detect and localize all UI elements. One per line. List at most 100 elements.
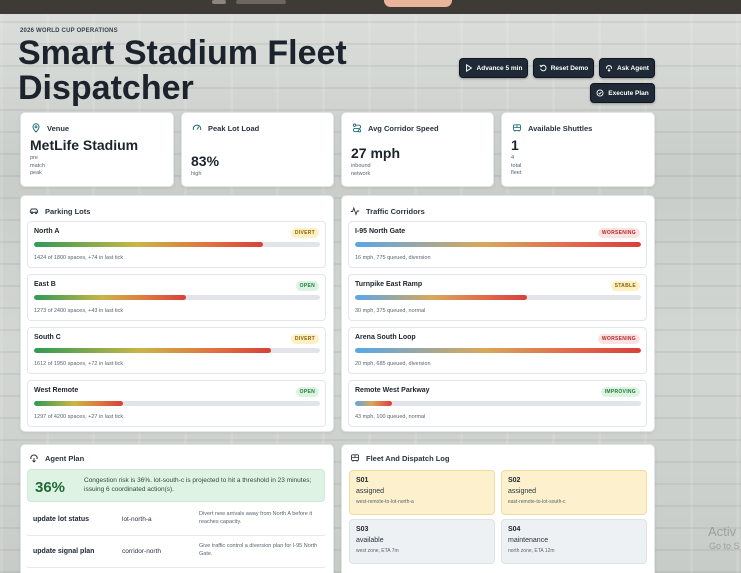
status-badge: IMPROVING (600, 387, 640, 397)
advance-label: Advance 5 min (476, 64, 523, 72)
lot-name: South C (34, 334, 61, 341)
nav-link[interactable] (236, 0, 286, 4)
occupancy-fill (34, 348, 272, 353)
congestion-fill (355, 348, 641, 353)
lot-note: 1612 of 1950 spaces, +72 in last tick (34, 361, 124, 367)
lot-row[interactable]: South C DIVERT 1612 of 1950 spaces, +72 … (27, 327, 326, 374)
ask-agent-label: Ask Agent (617, 64, 649, 72)
risk-summary: 36% Congestion risk is 36%. lot-south-c … (27, 469, 325, 502)
gauge-icon (192, 124, 202, 131)
stat-card-venue: Venue MetLife Stadium pre match peak (20, 112, 174, 187)
nav-icon[interactable] (212, 0, 226, 4)
play-icon (465, 64, 472, 72)
corridor-name: Turnpike East Ramp (355, 281, 423, 288)
agent-plan-panel: Agent Plan (20, 444, 334, 573)
route-icon (352, 123, 362, 133)
lot-name: East B (34, 281, 56, 288)
stat-value: MetLife Stadium (30, 137, 139, 153)
plan-step-row[interactable]: update lot status lot-north-a Divert new… (27, 506, 325, 536)
congestion-fill (355, 295, 527, 300)
lot-name: West Remote (34, 387, 79, 394)
panel-title: Parking Lots (45, 206, 91, 216)
car-icon (29, 208, 39, 215)
plan-step-row[interactable]: update signal plan corridor-north Give t… (27, 538, 325, 568)
panel-title: Traffic Corridors (366, 206, 425, 216)
unit-note: north zone, ETA 12m (508, 548, 555, 554)
nav-pill-button[interactable] (384, 0, 452, 7)
pin-icon (32, 123, 40, 133)
status-badge: WORSENING (597, 228, 640, 238)
stat-value: 1 (511, 137, 519, 153)
plan-step-description: Divert new arrivals away from North A be… (199, 511, 313, 525)
congestion-fill (355, 242, 641, 247)
congestion-fill (355, 401, 393, 406)
occupancy-bar (34, 348, 320, 353)
lot-note: 1297 of 4200 spaces, +27 in last tick (34, 414, 124, 420)
unit-id: S02 (508, 477, 521, 484)
occupancy-fill (34, 295, 186, 300)
corridor-note: 43 mph, 100 queued, normal (355, 414, 426, 420)
top-nav-bar (0, 0, 741, 14)
corridor-name: Remote West Parkway (355, 387, 430, 394)
activity-icon (350, 206, 360, 216)
fleet-unit-card[interactable]: S01 assigned west-remote-to-lot-north-a (349, 470, 495, 515)
occupancy-bar (34, 295, 320, 300)
stat-sub-line: inbound (351, 163, 371, 169)
reset-icon (539, 64, 547, 72)
plan-step-target: corridor-north (122, 548, 162, 555)
execute-plan-label: Execute Plan (608, 89, 649, 97)
status-badge: DIVERT (290, 228, 319, 238)
unit-note: east-remote-to-lot-south-c (508, 499, 566, 505)
lot-note: 1273 of 2400 spaces, +43 in last tick (34, 308, 124, 314)
stat-value: 27 mph (351, 145, 401, 161)
stat-sub-line: network (351, 170, 371, 177)
lot-row[interactable]: North A DIVERT 1424 of 1800 spaces, +74 … (27, 221, 326, 268)
stat-sub-line: 4 (511, 155, 515, 161)
lot-row[interactable]: East B OPEN 1273 of 2400 spaces, +43 in … (27, 274, 326, 321)
occupancy-bar (34, 401, 320, 406)
unit-id: S03 (356, 526, 369, 533)
plan-step-action: update signal plan (33, 548, 95, 555)
stat-label: Venue (47, 123, 70, 133)
fleet-unit-card[interactable]: S04 maintenance north zone, ETA 12m (501, 519, 647, 564)
advance-button[interactable]: Advance 5 min (459, 58, 528, 78)
corridor-row[interactable]: I-95 North Gate WORSENING 16 mph, 775 qu… (348, 221, 647, 268)
stat-sub-line: match (30, 162, 45, 169)
status-badge: WORSENING (597, 334, 640, 344)
corridor-note: 30 mph, 375 queued, normal (355, 308, 426, 314)
stat-label: Avg Corridor Speed (368, 123, 439, 133)
panel-title: Agent Plan (45, 453, 85, 463)
execute-plan-button[interactable]: Execute Plan (590, 83, 655, 103)
corridor-row[interactable]: Turnpike East Ramp STABLE 30 mph, 375 qu… (348, 274, 647, 321)
fleet-unit-card[interactable]: S02 assigned east-remote-to-lot-south-c (501, 470, 647, 515)
stat-sub-line: fleet (511, 170, 522, 176)
bus-icon (513, 124, 521, 132)
fleet-unit-card[interactable]: S03 available west zone, ETA 7m (349, 519, 495, 564)
panel-title: Fleet And Dispatch Log (366, 453, 450, 463)
lot-name: North A (34, 228, 60, 235)
status-badge: OPEN (295, 387, 319, 397)
reset-label: Reset Demo (550, 64, 589, 72)
congestion-bar (355, 295, 641, 300)
stat-sub-line: high (191, 171, 202, 177)
unit-note: west zone, ETA 7m (356, 548, 399, 554)
stat-value: 83% (191, 153, 220, 169)
lot-row[interactable]: West Remote OPEN 1297 of 4200 spaces, +2… (27, 380, 326, 427)
plan-step-description: Give traffic control a diversion plan fo… (199, 543, 318, 557)
activation-watermark-sub: Go to S (709, 541, 740, 551)
corridor-row[interactable]: Arena South Loop WORSENING 20 mph, 685 q… (348, 327, 647, 374)
page-title: Smart Stadium Fleet Dispatcher (18, 34, 347, 107)
check-circle-icon (596, 89, 604, 97)
ask-agent-button[interactable]: Ask Agent (599, 58, 655, 78)
occupancy-fill (34, 242, 263, 247)
status-badge: STABLE (610, 281, 640, 291)
occupancy-fill (34, 401, 123, 406)
occupancy-bar (34, 242, 320, 247)
corridor-note: 16 mph, 775 queued, diversion (355, 255, 431, 261)
reset-button[interactable]: Reset Demo (533, 58, 594, 78)
unit-note: west-remote-to-lot-north-a (356, 499, 414, 505)
corridor-row[interactable]: Remote West Parkway IMPROVING 43 mph, 10… (348, 380, 647, 427)
congestion-bar (355, 242, 641, 247)
unit-status: assigned (356, 488, 385, 495)
stat-label: Peak Lot Load (208, 123, 260, 133)
